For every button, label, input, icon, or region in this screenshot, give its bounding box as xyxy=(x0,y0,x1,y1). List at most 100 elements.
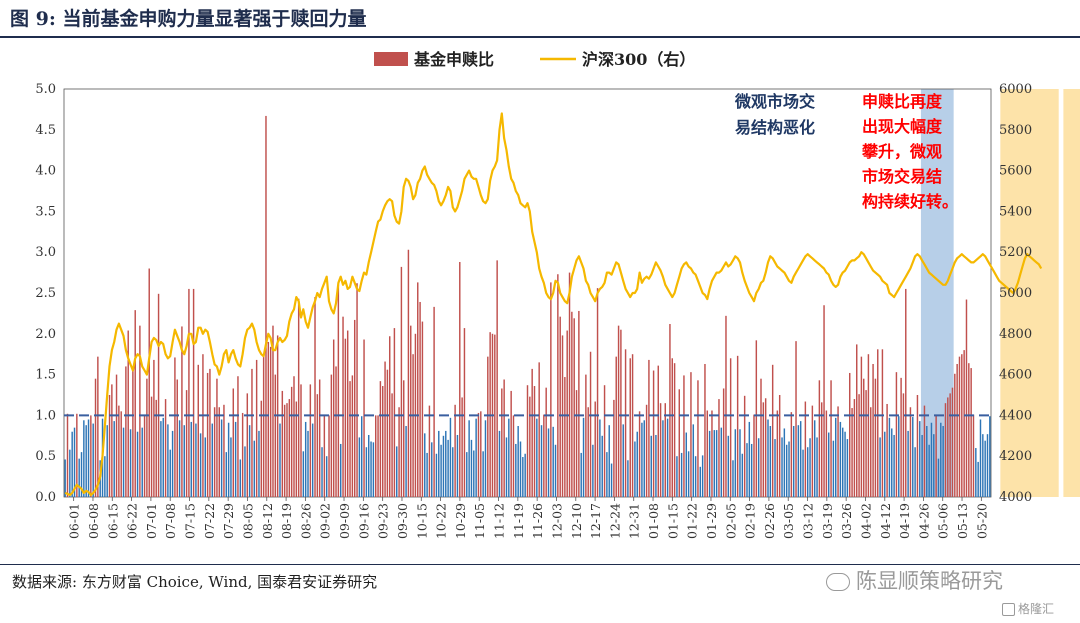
annotation-deterioration-line: 微观市场交 xyxy=(734,92,815,111)
x-tick-label: 10-15 xyxy=(414,503,429,539)
bar xyxy=(435,453,438,497)
x-tick-label: 08-12 xyxy=(260,503,275,539)
bar xyxy=(575,390,578,497)
bar xyxy=(585,374,587,497)
bar xyxy=(237,376,239,497)
bar xyxy=(755,340,758,497)
bar xyxy=(426,452,428,497)
bar xyxy=(533,386,536,497)
bar xyxy=(459,261,461,497)
bar xyxy=(139,325,141,497)
bar xyxy=(771,364,774,497)
annotation-improvement-line: 出现大幅度 xyxy=(862,117,943,136)
bar xyxy=(919,421,921,497)
bar xyxy=(384,361,386,497)
bar xyxy=(930,422,933,497)
bar xyxy=(311,423,314,497)
bar xyxy=(241,412,244,497)
bar xyxy=(344,338,347,497)
bar xyxy=(216,378,218,497)
y-right-tick-label: 5800 xyxy=(999,123,1032,138)
x-tick-label: 06-15 xyxy=(105,503,120,539)
bar xyxy=(792,426,795,497)
x-tick-label: 12-03 xyxy=(549,503,564,539)
legend: 基金申赎比 沪深300（右） xyxy=(374,50,695,69)
bar xyxy=(400,266,403,497)
bar xyxy=(846,439,849,497)
bar xyxy=(141,427,143,497)
bar xyxy=(132,368,134,497)
bar xyxy=(134,310,136,497)
bar xyxy=(685,432,688,497)
bar xyxy=(71,431,73,497)
legend-swatch-bar xyxy=(374,52,408,66)
bar xyxy=(85,425,87,497)
bar xyxy=(321,447,323,497)
bar xyxy=(961,354,963,497)
axes: 0.0 0.5 1.0 1.5 2.0 2.5 3.0 3.5 4.0 4.5 5.0 4000 420… xyxy=(35,82,1032,539)
bar xyxy=(127,330,129,497)
bar xyxy=(797,425,800,497)
bar xyxy=(183,425,185,497)
bar xyxy=(720,427,723,497)
bar xyxy=(806,447,809,497)
bar xyxy=(304,421,307,497)
corner-mark: 格隆汇 xyxy=(1002,600,1054,617)
bar xyxy=(802,449,804,497)
y-right-tick-label: 4400 xyxy=(999,408,1032,423)
bar xyxy=(227,422,230,497)
bar xyxy=(914,447,916,497)
bar xyxy=(438,430,440,497)
bar xyxy=(643,420,645,497)
bar xyxy=(592,444,594,497)
bar xyxy=(830,380,832,497)
bar xyxy=(543,414,545,497)
legend-label-bar: 基金申赎比 xyxy=(413,50,494,69)
bar xyxy=(823,305,825,497)
bar xyxy=(781,437,783,497)
bar xyxy=(554,444,557,497)
bar xyxy=(552,426,554,497)
x-tick-label: 10-22 xyxy=(434,503,449,539)
bar xyxy=(837,406,839,497)
bar xyxy=(136,431,139,497)
x-tick-label: 02-26 xyxy=(762,503,777,539)
bar xyxy=(480,411,482,497)
bar xyxy=(729,358,732,497)
y-left-tick-label: 2.5 xyxy=(35,286,56,301)
bar xyxy=(461,397,463,497)
bar xyxy=(748,421,751,497)
bar xyxy=(129,429,132,497)
bar xyxy=(648,359,650,497)
bar xyxy=(982,434,984,497)
bar xyxy=(73,427,76,497)
annotation-improvement-line: 申赎比再度 xyxy=(862,92,943,111)
bar xyxy=(456,434,459,497)
bar xyxy=(538,362,540,497)
bar xyxy=(874,378,877,497)
bar xyxy=(954,373,956,497)
x-tick-label: 07-15 xyxy=(183,503,198,539)
bar xyxy=(466,452,468,497)
bar xyxy=(316,394,319,497)
line-series-csi300 xyxy=(64,112,1043,497)
bar xyxy=(92,423,94,497)
bar xyxy=(825,410,828,497)
x-tick-label: 10-29 xyxy=(453,503,468,539)
bar xyxy=(167,424,169,497)
bar xyxy=(949,393,951,497)
bar xyxy=(122,427,125,497)
bar xyxy=(669,324,671,497)
x-tick-label: 03-19 xyxy=(820,503,835,539)
bar xyxy=(573,318,575,497)
bar xyxy=(715,430,718,497)
bar xyxy=(947,397,949,497)
bar xyxy=(956,363,958,497)
bar xyxy=(650,435,652,497)
bar xyxy=(449,417,452,497)
bar xyxy=(799,421,802,497)
x-tick-label: 09-02 xyxy=(318,503,333,539)
x-tick-label: 03-05 xyxy=(781,503,796,539)
bar xyxy=(942,426,944,497)
bar xyxy=(620,329,622,497)
